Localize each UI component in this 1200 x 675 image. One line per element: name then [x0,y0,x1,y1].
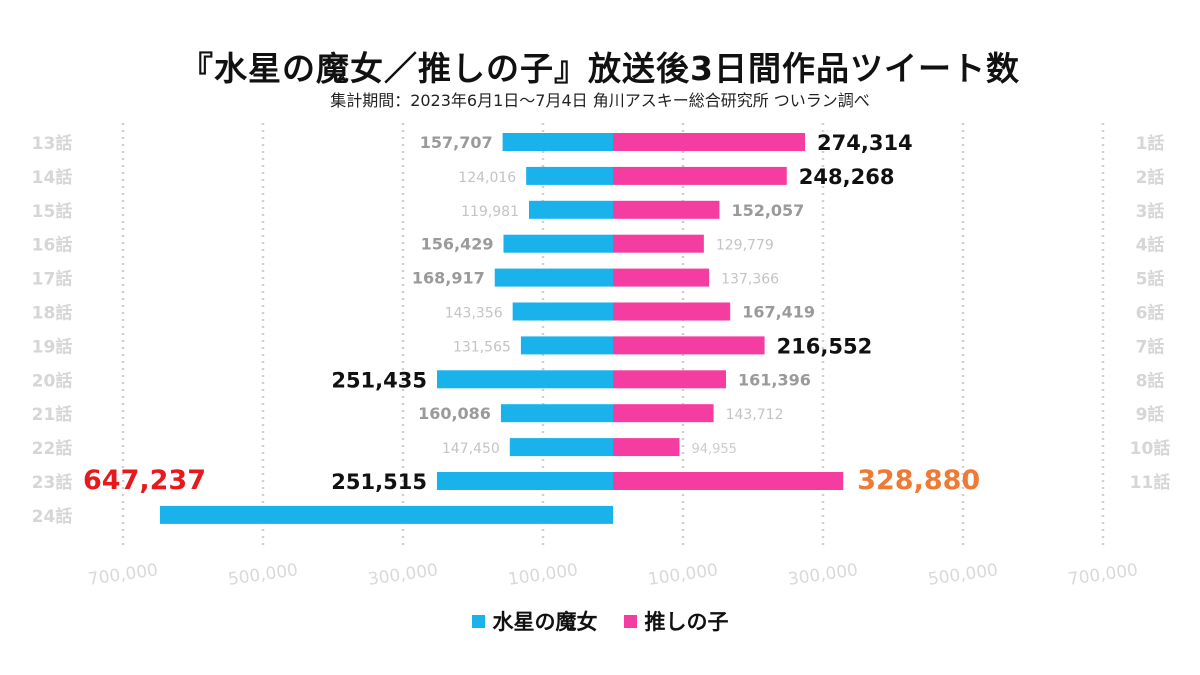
bar-left [503,234,613,253]
bar-left [436,472,613,490]
bar-right [613,336,765,355]
bar-right [613,234,704,253]
category-label-right: 4話 [1136,235,1165,256]
value-label-left: 647,237 [83,465,206,496]
category-label-left: 23話 [32,472,73,493]
bar-right [613,268,710,287]
bar-right [613,166,787,185]
value-label-right: 216,552 [777,334,873,358]
category-label-right: 8話 [1136,370,1165,391]
category-label-left: 21話 [32,404,73,425]
value-label-left: 157,707 [420,133,493,152]
bar-right [613,472,844,490]
legend-item-right: 推しの子 [623,606,729,636]
bar-left [509,438,613,457]
value-label-right: 129,779 [716,238,774,254]
value-label-left: 124,016 [458,170,516,186]
value-label-right: 161,396 [738,370,811,389]
category-label-left: 17話 [32,269,73,290]
category-label-left: 15話 [32,201,73,222]
category-label-left: 19話 [32,336,73,357]
category-label-left: 14話 [32,167,73,188]
category-label-left: 24話 [32,506,73,527]
bar-right [613,438,680,457]
value-label-left: 156,429 [421,235,494,254]
value-label-right: 328,880 [857,465,980,496]
x-tick-label: 500,000 [227,560,299,590]
value-label-right: 167,419 [742,303,815,322]
category-label-right: 1話 [1136,133,1165,154]
x-tick-label: 500,000 [927,560,999,590]
bar-right [613,133,806,151]
value-label-left: 251,515 [331,470,427,494]
category-label-right: 11話 [1130,472,1171,493]
value-label-left: 147,450 [442,441,500,457]
bar-right [613,200,720,219]
category-label-right: 10話 [1130,438,1171,459]
category-label-right: 6話 [1136,303,1165,324]
category-label-right: 2話 [1136,167,1165,188]
bar-right [613,302,731,321]
value-label-left: 251,435 [331,368,427,392]
category-label-right: 5話 [1136,269,1165,290]
bar-left [494,268,613,287]
bar-left [512,302,613,321]
bar-left [520,336,613,355]
category-label-left: 20話 [32,370,73,391]
bar-left [529,200,613,219]
x-tick-label: 300,000 [367,560,439,590]
value-label-right: 137,366 [721,272,779,288]
bar-left [500,404,613,423]
legend-swatch-right [623,614,637,628]
category-label-left: 18話 [32,303,73,324]
category-label-left: 22話 [32,438,73,459]
value-label-left: 168,917 [412,269,485,288]
category-label-left: 13話 [32,133,73,154]
x-tick-label: 100,000 [647,560,719,590]
value-label-left: 119,981 [461,204,519,220]
value-label-right: 274,314 [817,131,913,155]
chart-legend: 水星の魔女 推しの子 [0,606,1200,636]
value-label-right: 248,268 [799,165,895,189]
value-label-right: 143,712 [726,407,784,423]
value-label-right: 94,955 [691,442,737,457]
bar-right [613,370,726,389]
x-tick-label: 700,000 [1067,560,1139,590]
legend-swatch-left [471,614,485,628]
category-label-right: 3話 [1136,201,1165,222]
x-tick-label: 100,000 [507,560,579,590]
legend-item-left: 水星の魔女 [471,606,598,636]
x-tick-label: 700,000 [87,560,159,590]
legend-label-left: 水星の魔女 [492,610,598,634]
category-label-right: 7話 [1136,336,1165,357]
chart-title: 『水星の魔女／推しの子』放送後3日間作品ツイート数 [180,49,1020,88]
legend-label-right: 推しの子 [644,610,729,634]
x-tick-label: 300,000 [787,560,859,590]
value-label-left: 131,565 [453,339,511,355]
bar-left [159,505,614,524]
value-label-left: 160,086 [418,404,491,423]
bar-left [436,370,613,389]
category-label-left: 16話 [32,235,73,256]
bar-left [502,133,613,151]
bar-right [613,404,714,423]
chart-subtitle: 集計期間：2023年6月1日〜7月4日 角川アスキー総合研究所 ついラン調べ [330,91,870,110]
value-label-left: 143,356 [445,306,503,322]
category-label-right: 9話 [1136,404,1165,425]
value-label-right: 152,057 [731,201,804,220]
bar-left [526,166,613,185]
